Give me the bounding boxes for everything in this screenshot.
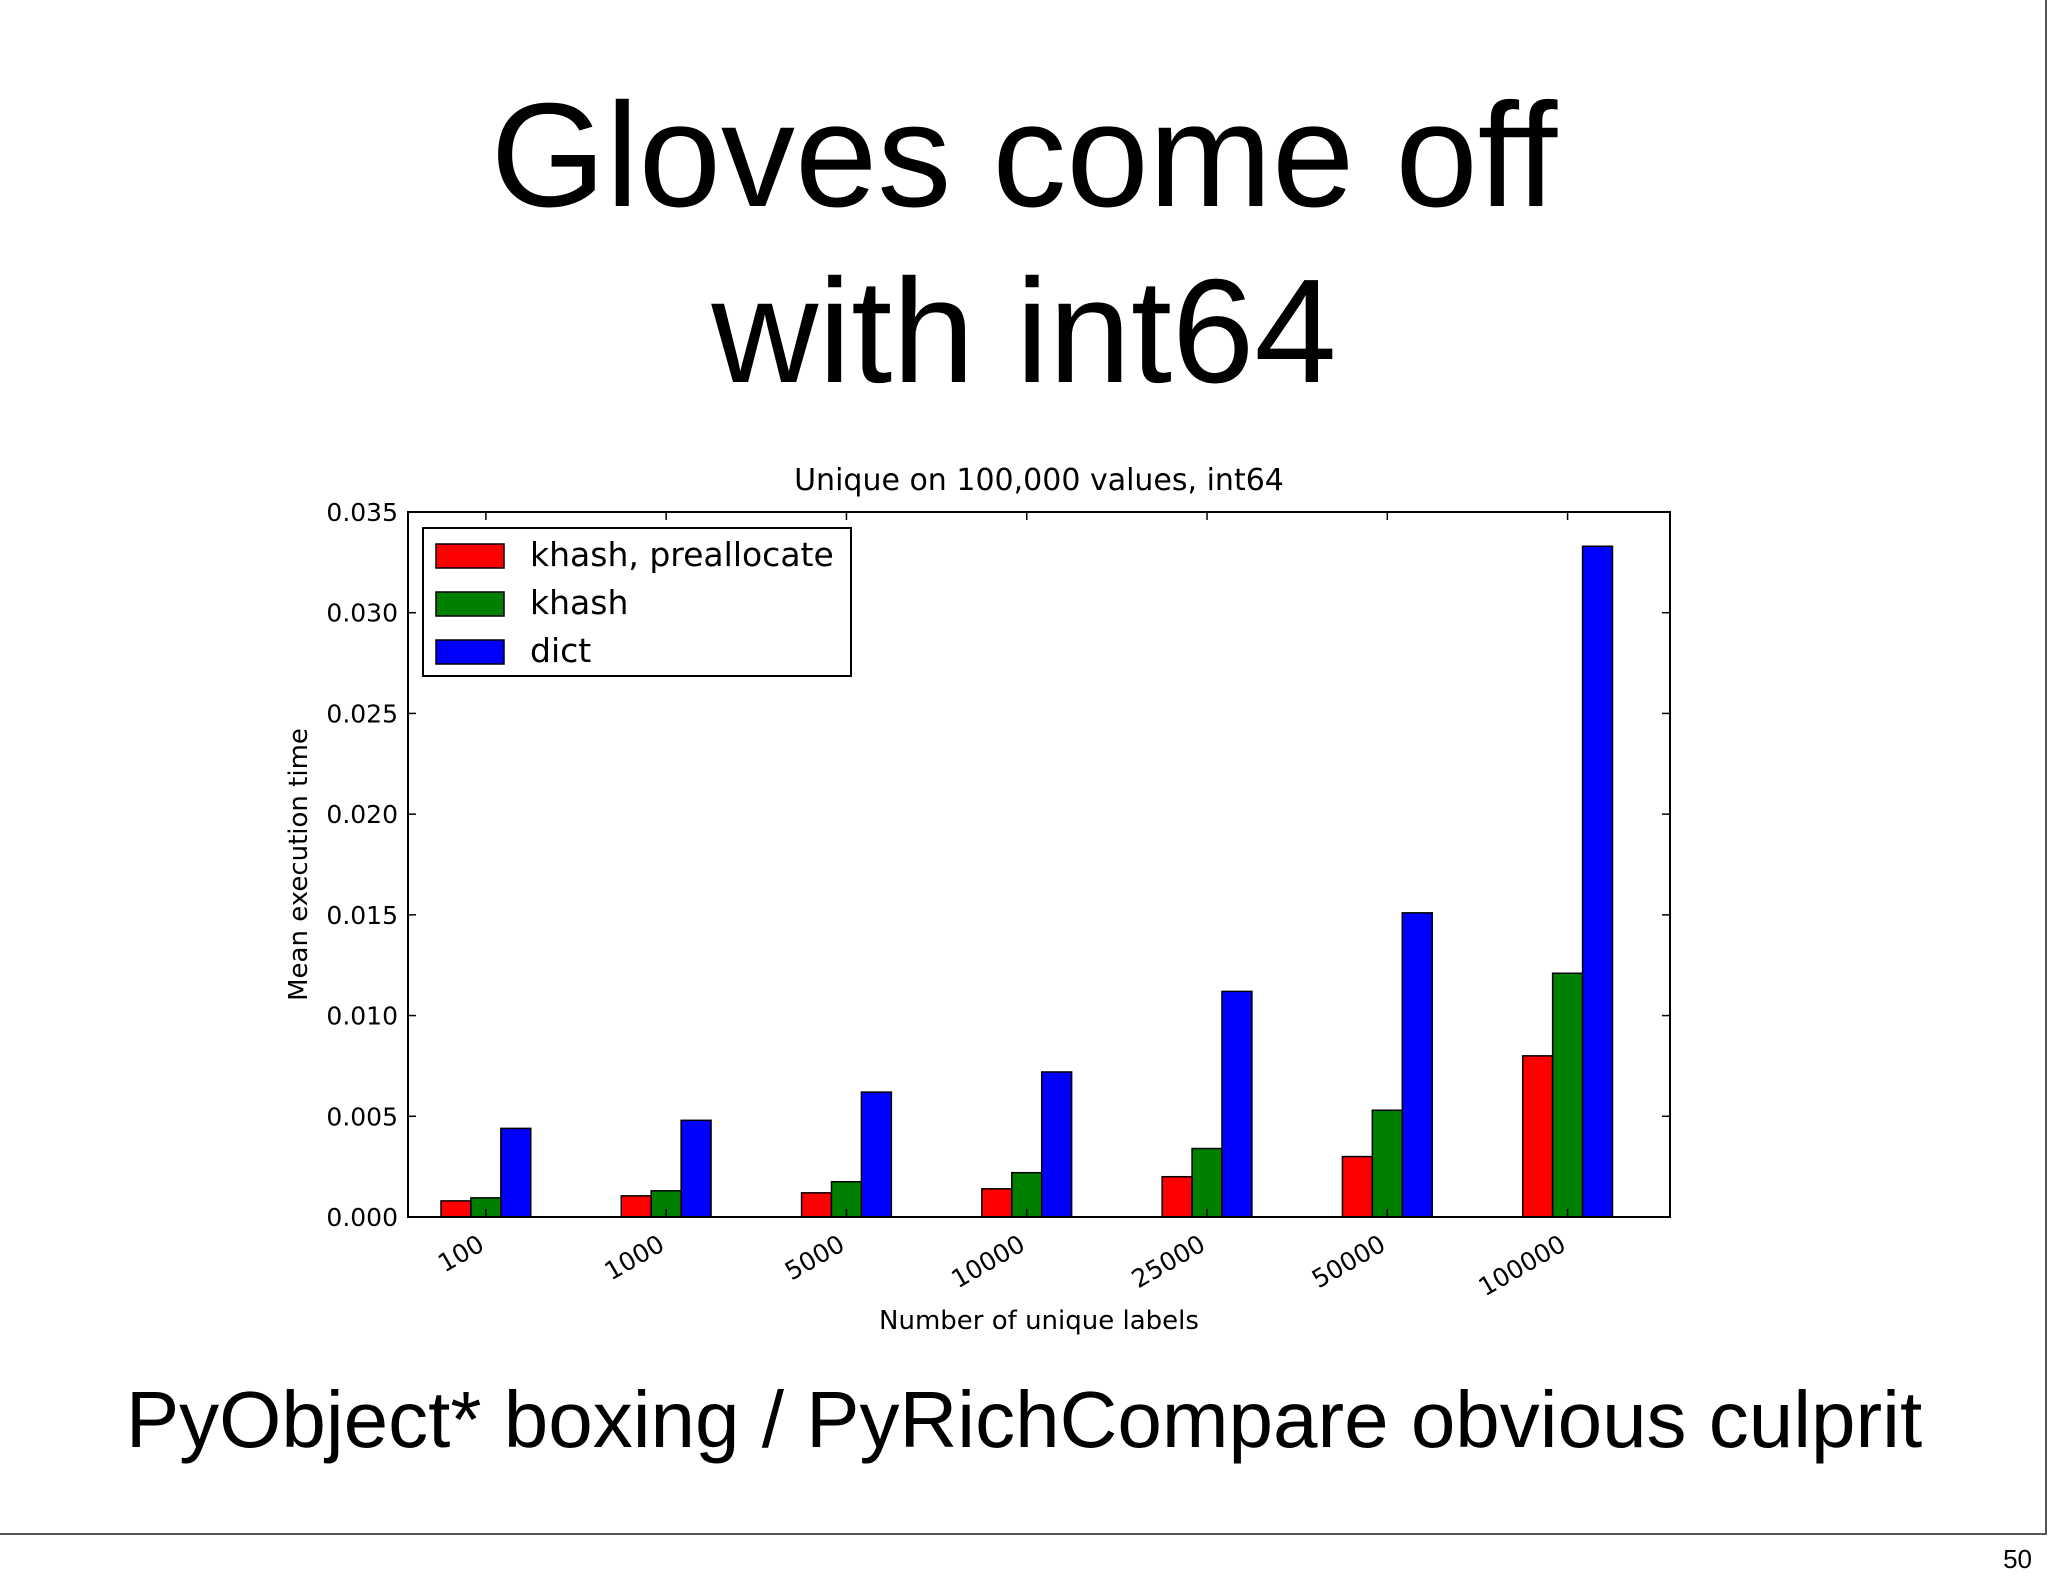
bar-khash-preallocate-100 [440, 1200, 472, 1218]
x-tick-label: 5000 [780, 1229, 850, 1286]
y-tick-label: 0.030 [326, 599, 398, 628]
bar-dict-100000 [1581, 545, 1614, 1218]
y-tick-label: 0.005 [326, 1102, 398, 1131]
bar-khash-preallocate-100000 [1521, 1055, 1554, 1218]
bar-khash-25000 [1191, 1147, 1223, 1218]
y-axis-ticks: 0.000 0.005 0.010 0.015 0.020 0.025 0.030 0.035 [326, 498, 1670, 1232]
bar-khash-preallocate-5000 [800, 1192, 833, 1218]
x-tick-label: 1000 [600, 1229, 670, 1286]
bar-chart: Unique on 100,000 values, int64 0.0000.0… [284, 463, 1671, 1336]
bar-dict-10000 [1040, 1071, 1073, 1218]
bar-khash-preallocate-10000 [981, 1188, 1013, 1218]
legend-label: khash, preallocate [530, 535, 834, 574]
page-number: 50 [2003, 1544, 2032, 1574]
legend-label: dict [530, 631, 591, 670]
x-tick-label: 25000 [1127, 1229, 1210, 1294]
slide-title: Gloves come off with int64 [0, 68, 2048, 420]
slide-title-line-1: Gloves come off [490, 73, 1558, 238]
bar-dict-5000 [860, 1091, 893, 1218]
legend-label: khash [530, 583, 628, 622]
slide-title-line-2: with int64 [711, 249, 1337, 414]
y-tick-label: 0.015 [326, 901, 398, 930]
bar-khash-preallocate-50000 [1341, 1155, 1374, 1218]
y-tick-label: 0.035 [326, 498, 398, 527]
y-tick-label: 0.000 [326, 1203, 398, 1232]
slide: Gloves come off with int64 Unique on 100… [0, 0, 2047, 1535]
x-tick-label: 10000 [946, 1229, 1029, 1294]
bar-dict-100 [500, 1127, 532, 1218]
legend-swatch [435, 591, 505, 617]
y-tick-label: 0.010 [326, 1002, 398, 1031]
legend: khash, preallocate khash dict [422, 527, 852, 677]
bar-khash-100000 [1551, 972, 1584, 1218]
chart-title: Unique on 100,000 values, int64 [794, 463, 1284, 498]
axes-frame [407, 511, 1671, 1218]
bar-dict-50000 [1401, 912, 1433, 1218]
x-tick-label: 100000 [1473, 1229, 1570, 1302]
x-axis-label: Number of unique labels [879, 1306, 1199, 1336]
bar-khash-preallocate-1000 [620, 1195, 652, 1218]
slide-caption: PyObject* boxing / PyRichCompare obvious… [125, 1375, 1923, 1464]
y-axis-label: Mean execution time [284, 728, 314, 1001]
bar-khash-preallocate-25000 [1161, 1175, 1193, 1218]
bar-dict-1000 [680, 1119, 712, 1218]
bar-dict-25000 [1221, 990, 1253, 1218]
legend-swatch [435, 639, 505, 665]
x-tick-label: 50000 [1307, 1229, 1390, 1294]
legend-swatch [435, 543, 505, 569]
y-tick-label: 0.025 [326, 699, 398, 728]
bar-khash-50000 [1371, 1109, 1404, 1218]
bars [440, 545, 1614, 1218]
x-tick-label: 100 [433, 1229, 489, 1278]
y-tick-label: 0.020 [326, 800, 398, 829]
